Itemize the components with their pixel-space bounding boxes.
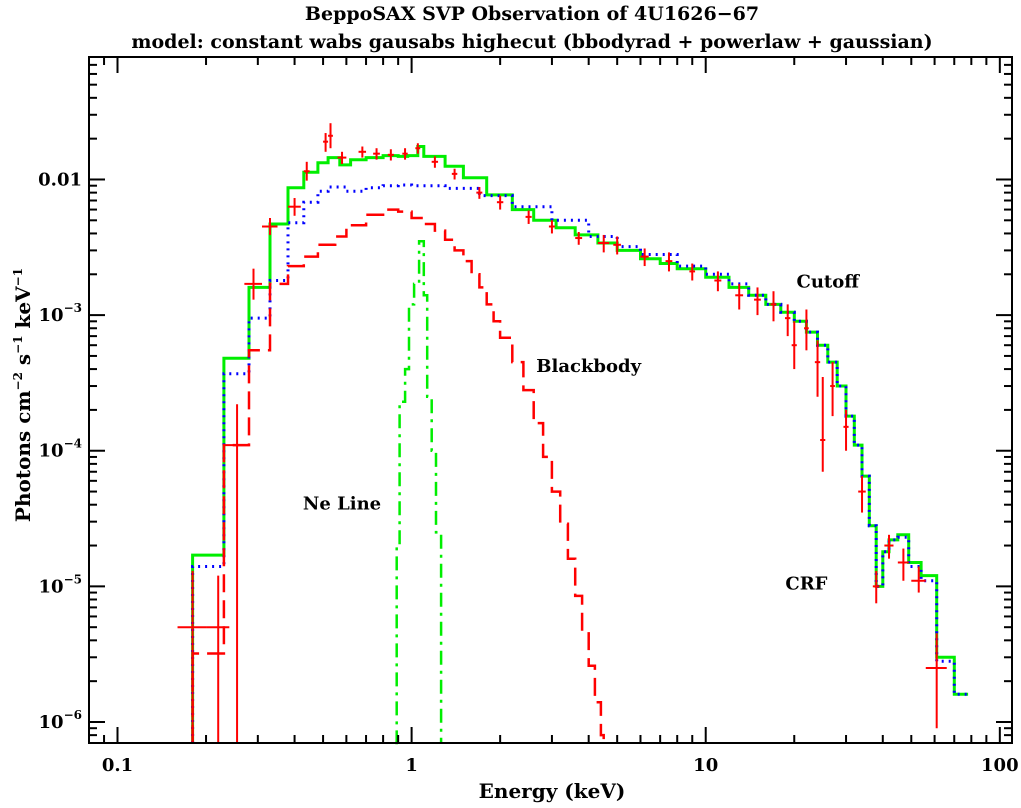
data-point	[262, 218, 278, 235]
data-point	[177, 570, 207, 743]
y-axis-label: Photons cm−2 s−1 keV−1	[11, 268, 35, 522]
data-point	[640, 248, 649, 267]
data-point	[244, 268, 263, 300]
data-point	[223, 404, 250, 743]
data-point	[814, 340, 821, 397]
y-axis-ticks: 0.01 10−3 10−4 10−5 10−6	[38, 56, 1012, 744]
data-point	[884, 534, 894, 559]
data-point	[358, 146, 367, 158]
data-point	[665, 252, 673, 272]
x-tick-label: 0.1	[102, 755, 133, 776]
series-total-line	[191, 145, 969, 743]
data-point	[897, 548, 909, 581]
series-powerlaw-line	[191, 183, 969, 743]
y-tick-label: 10−6	[39, 708, 82, 733]
annotation-label: CRF	[785, 573, 827, 594]
x-axis-label: Energy (keV)	[479, 779, 626, 803]
data-point	[328, 123, 333, 149]
data-point	[402, 148, 408, 160]
plot-area	[177, 123, 969, 745]
data-point	[858, 476, 866, 513]
data-point	[288, 198, 301, 216]
data-point	[476, 187, 483, 199]
data-point	[770, 291, 777, 322]
y-tick-label: 10−4	[39, 437, 82, 462]
annotations: Cutoff Blackbody Ne Line CRF	[303, 271, 860, 594]
data-point	[323, 133, 329, 152]
x-tick-label: 1	[405, 755, 418, 776]
data-point	[415, 143, 421, 154]
data-point	[925, 633, 947, 729]
data-point	[496, 195, 504, 210]
data-point	[791, 321, 797, 370]
data-points	[177, 123, 947, 743]
chart-title: BeppoSAX SVP Observation of 4U1626−67	[305, 3, 759, 25]
x-tick-label: 10	[693, 755, 718, 776]
data-point	[575, 232, 583, 245]
data-point	[303, 161, 310, 181]
y-tick-label: 10−5	[39, 572, 82, 597]
data-point	[206, 575, 230, 743]
chart-subtitle: model: constant wabs gausabs highecut (b…	[131, 31, 932, 53]
data-point	[820, 376, 826, 472]
x-axis-ticks: 0.1 1 10 100	[88, 57, 1019, 776]
data-point	[387, 149, 394, 161]
annotation-label: Cutoff	[797, 271, 861, 292]
data-point	[689, 263, 696, 281]
data-point	[431, 156, 439, 168]
data-point	[597, 234, 610, 253]
data-point	[525, 210, 532, 224]
data-point	[714, 271, 722, 292]
y-tick-label: 10−3	[39, 301, 82, 326]
data-point	[872, 570, 880, 604]
plot-frame	[88, 56, 1013, 744]
series-neline-line	[395, 240, 443, 745]
y-tick-label: 0.01	[38, 169, 82, 190]
data-point	[735, 283, 744, 310]
data-point	[754, 287, 761, 316]
data-point	[843, 409, 849, 451]
data-point	[451, 168, 458, 180]
data-point	[337, 151, 347, 165]
series-blackbody-line	[191, 208, 605, 743]
data-point	[804, 309, 809, 351]
data-point	[613, 236, 621, 255]
annotation-label: Ne Line	[303, 493, 381, 514]
data-point	[911, 566, 926, 593]
annotation-label: Blackbody	[536, 356, 641, 377]
data-point	[784, 304, 791, 337]
data-point	[830, 362, 835, 417]
data-point	[373, 148, 380, 160]
data-point	[548, 220, 555, 234]
x-tick-label: 100	[981, 755, 1019, 776]
